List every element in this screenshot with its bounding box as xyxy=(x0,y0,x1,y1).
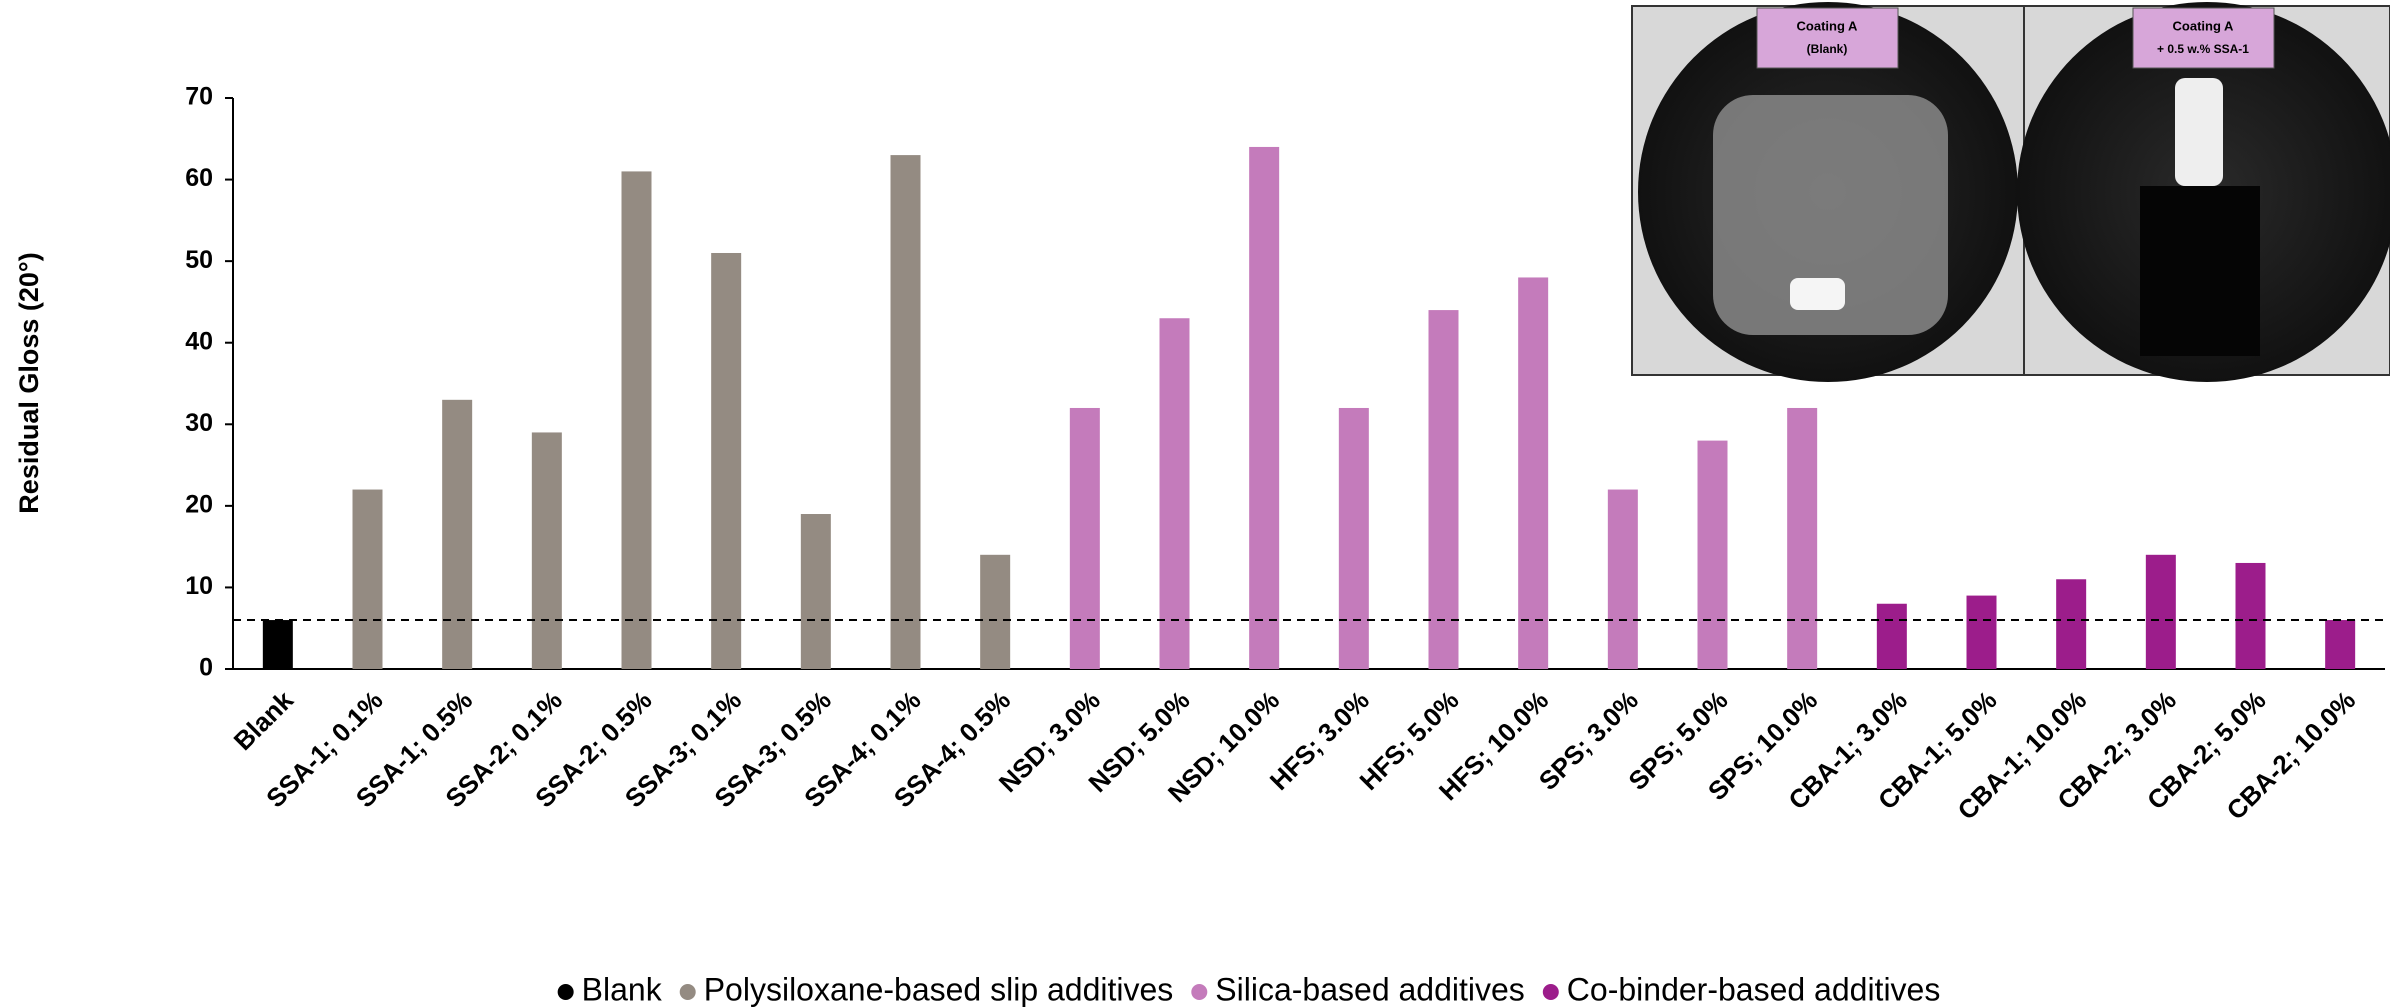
inset-label: Coating A xyxy=(2173,18,2235,33)
inset-label-box xyxy=(1757,8,1898,68)
bar xyxy=(622,171,652,669)
bar xyxy=(980,555,1010,669)
chart: Residual Gloss (20°) Coating A (Blank) C… xyxy=(0,0,2390,1008)
bar xyxy=(2056,579,2086,669)
photo-highlight xyxy=(2175,78,2223,186)
legend-label: Co-binder-based additives xyxy=(1567,971,1941,1007)
bar xyxy=(442,400,472,669)
bar xyxy=(1787,408,1817,669)
bar xyxy=(1518,277,1548,669)
bar xyxy=(353,490,383,669)
legend-label: Silica-based additives xyxy=(1215,971,1525,1007)
bar xyxy=(1967,596,1997,669)
bar xyxy=(1070,408,1100,669)
inset-label: Coating A xyxy=(1797,18,1859,33)
y-axis-title: Residual Gloss (20°) xyxy=(14,252,44,513)
y-tick-label: 50 xyxy=(185,246,213,274)
bar xyxy=(1160,318,1190,669)
bar xyxy=(1339,408,1369,669)
y-tick-label: 20 xyxy=(185,490,213,518)
y-tick-label: 70 xyxy=(185,83,213,111)
bar xyxy=(532,432,562,669)
bar xyxy=(2325,620,2355,669)
x-tick-label: Blank xyxy=(228,685,300,757)
legend: Blank Polysiloxane-based slip additives Si… xyxy=(558,971,1941,1007)
inset-photos: Coating A (Blank) Coating A + 0.5 w.% SS… xyxy=(1632,2,2390,382)
bar xyxy=(1698,441,1728,669)
photo-highlight xyxy=(1790,278,1845,310)
inset-label: + 0.5 w.% SSA-1 xyxy=(2157,42,2249,56)
legend-marker xyxy=(1191,984,1207,1000)
bar xyxy=(1429,310,1459,669)
bar xyxy=(711,253,741,669)
y-tick-label: 10 xyxy=(185,572,213,600)
bar xyxy=(1608,490,1638,669)
y-tick-label: 30 xyxy=(185,409,213,437)
bar xyxy=(2146,555,2176,669)
bar xyxy=(1877,604,1907,669)
inset-label-box xyxy=(2133,8,2274,68)
photo-shadow xyxy=(2140,186,2260,356)
inset-label: (Blank) xyxy=(1807,42,1848,56)
bar xyxy=(891,155,921,669)
bar xyxy=(2236,563,2266,669)
bar xyxy=(801,514,831,669)
bar xyxy=(1249,147,1279,669)
legend-label: Blank xyxy=(582,971,663,1007)
legend-marker xyxy=(1543,984,1559,1000)
y-tick-label: 60 xyxy=(185,164,213,192)
legend-label: Polysiloxane-based slip additives xyxy=(704,971,1174,1007)
legend-marker xyxy=(680,984,696,1000)
y-tick-label: 0 xyxy=(199,654,213,682)
bar xyxy=(263,620,293,669)
y-tick-label: 40 xyxy=(185,327,213,355)
legend-marker xyxy=(558,984,574,1000)
